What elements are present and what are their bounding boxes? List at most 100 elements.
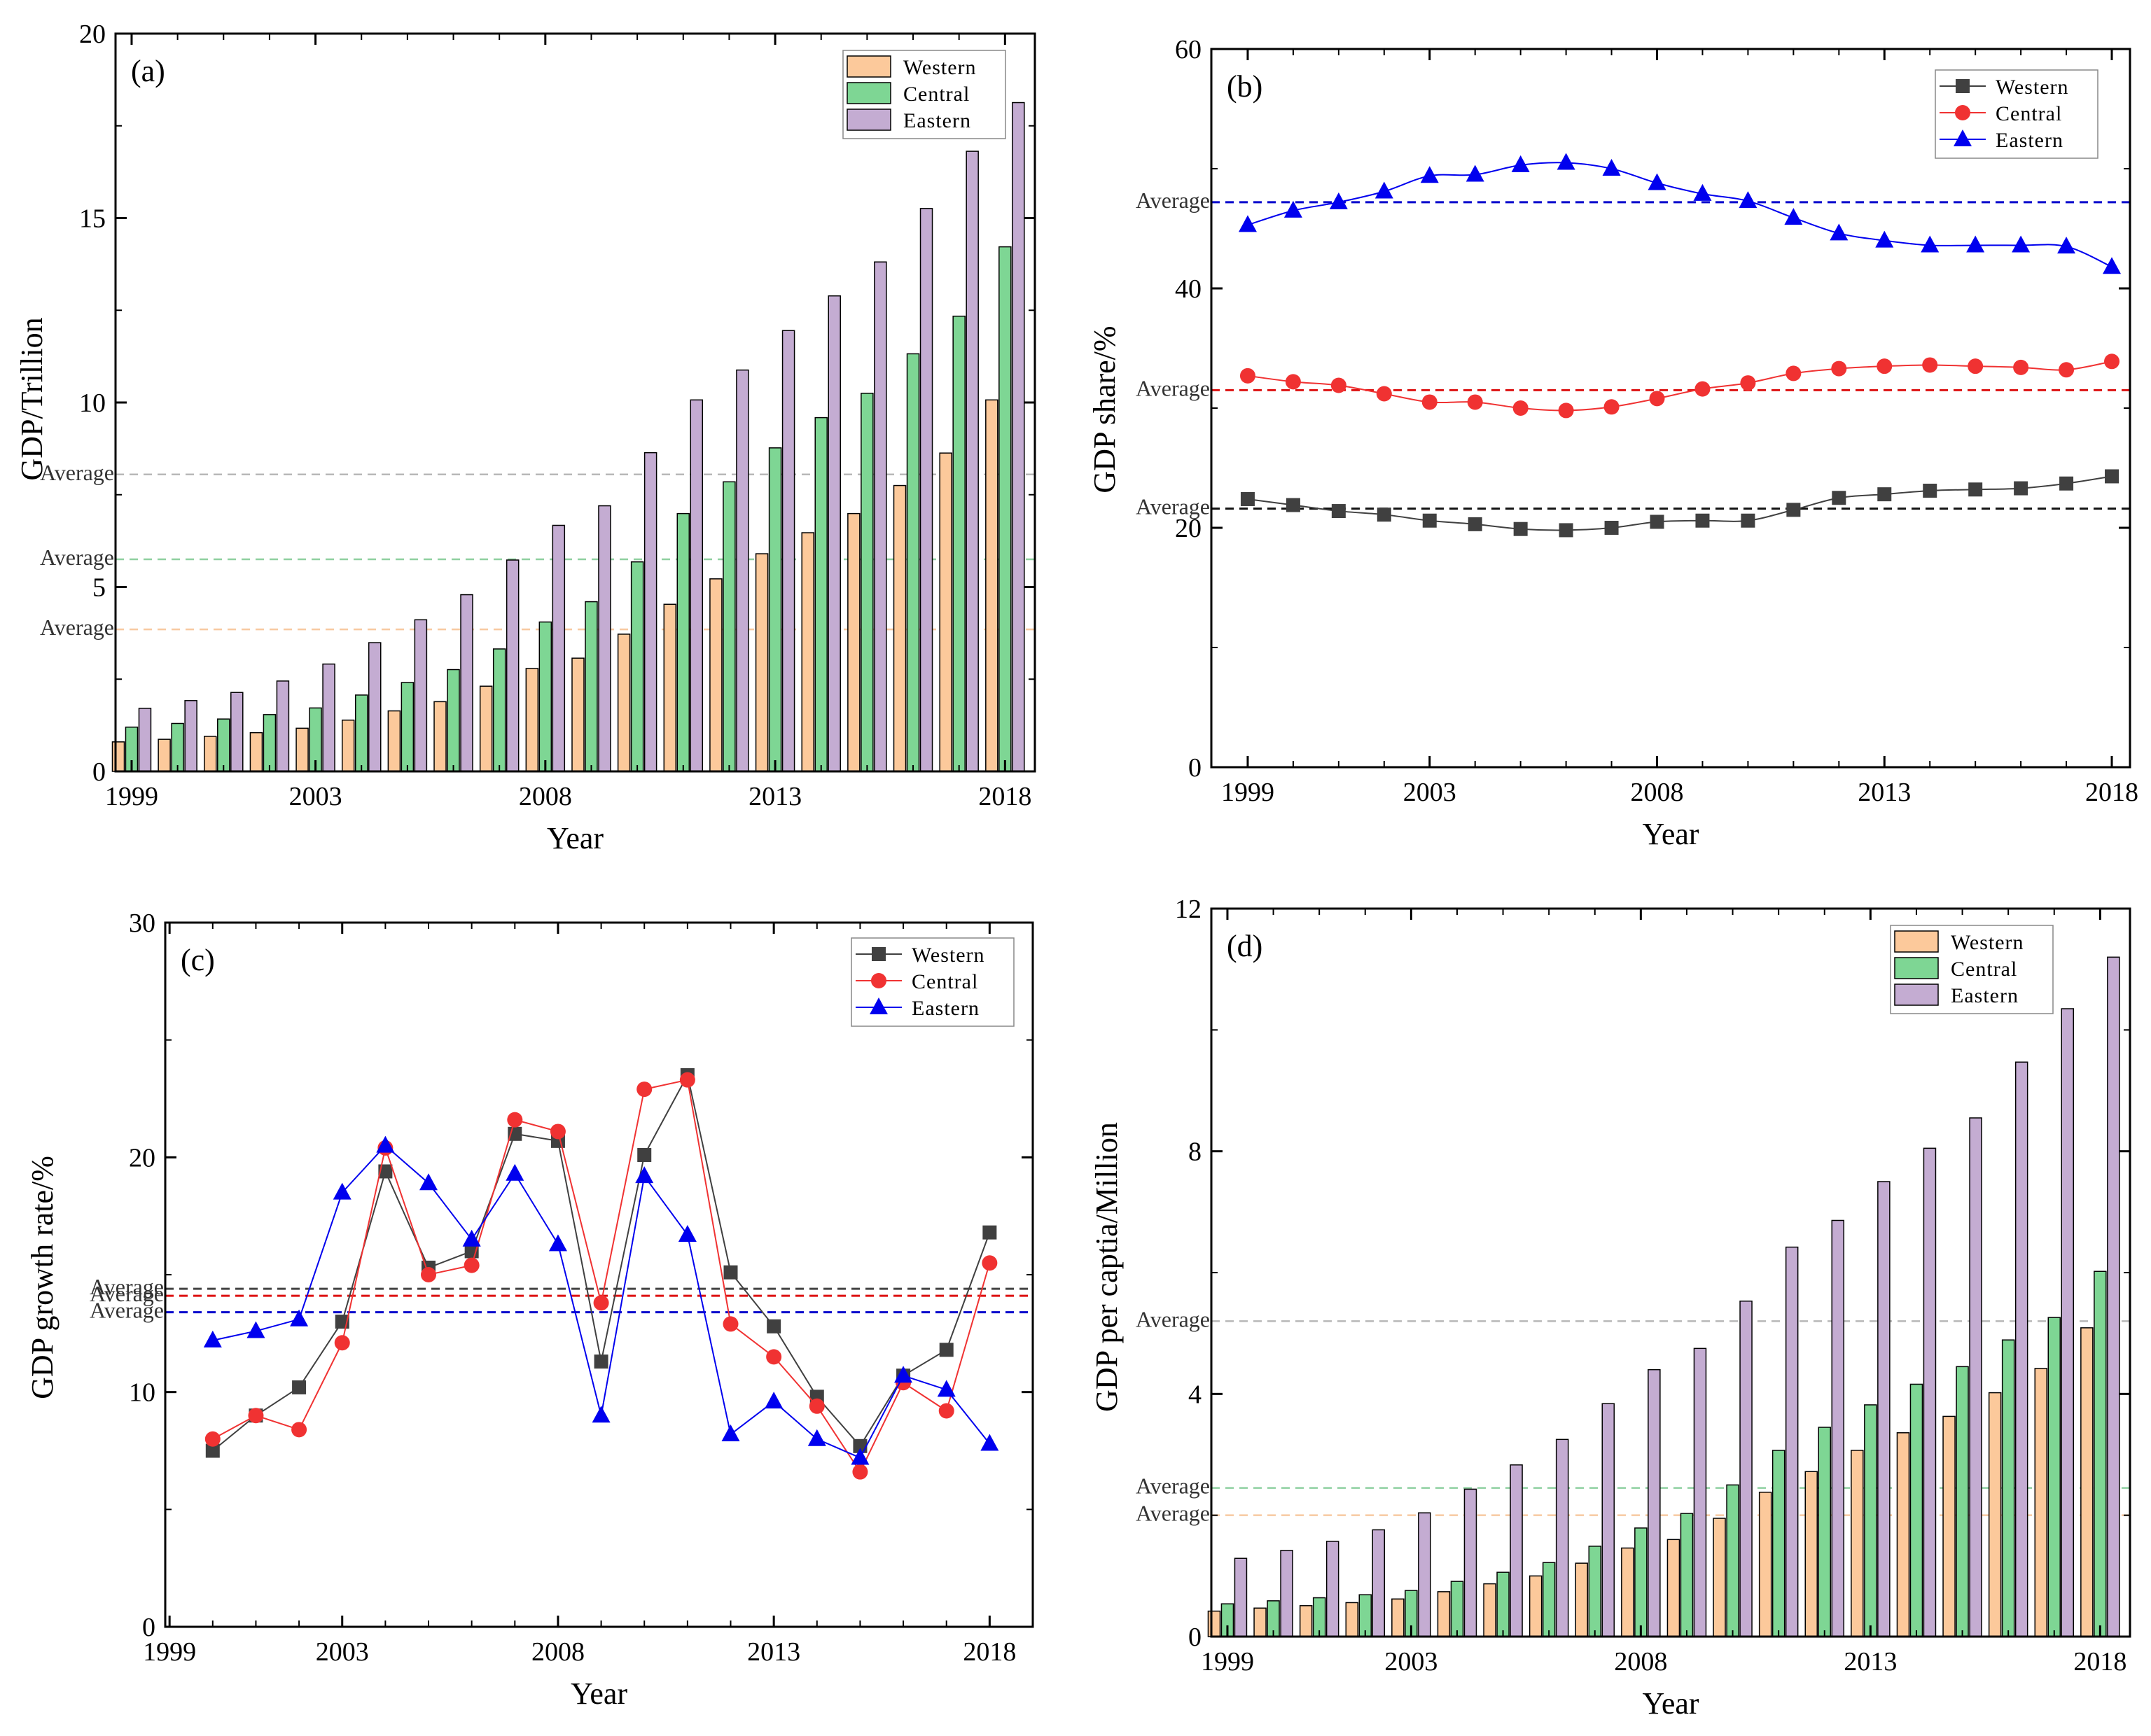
bar-central (676, 512, 690, 772)
bar-western (985, 399, 998, 772)
bar-central (1588, 1546, 1602, 1637)
x-tick-label: 1999 (143, 1637, 196, 1667)
data-point-central (1831, 360, 1847, 377)
x-tick-label: 2008 (1614, 1647, 1667, 1676)
data-point-eastern (894, 1366, 913, 1383)
data-point-central (1330, 377, 1346, 393)
legend-label-eastern: Eastern (912, 997, 980, 1020)
bar-western (1299, 1605, 1313, 1637)
x-tick-label: 2003 (289, 782, 342, 811)
average-label: Average (1136, 494, 1210, 519)
data-point-western (1695, 513, 1710, 528)
data-point-eastern (1329, 192, 1348, 209)
bar-eastern (138, 708, 152, 772)
bar-eastern (736, 369, 749, 772)
bar-eastern (690, 399, 704, 772)
data-point-central (248, 1408, 264, 1424)
x-axis-title: Year (571, 1676, 627, 1711)
data-point-eastern (1830, 223, 1849, 241)
bar-central (814, 416, 828, 772)
data-point-western (1559, 523, 1573, 538)
data-point-western (767, 1319, 781, 1334)
bar-eastern (781, 330, 795, 772)
bar-western (1621, 1547, 1634, 1637)
y-tick-label: 60 (1175, 35, 1202, 64)
bar-eastern (1418, 1512, 1431, 1637)
data-point-eastern (333, 1182, 351, 1200)
average-label: Average (90, 1274, 164, 1299)
bar-western (1804, 1471, 1818, 1637)
x-tick-label: 2013 (1858, 778, 1911, 807)
data-point-central (334, 1335, 350, 1351)
data-point-western (1832, 491, 1846, 505)
data-point-central (291, 1422, 307, 1438)
average-label: Average (90, 1298, 164, 1323)
bar-eastern (1601, 1403, 1615, 1637)
legend-label-western: Western (912, 944, 985, 967)
legend-marker-central (871, 973, 886, 988)
x-tick-label: 2018 (978, 782, 1031, 811)
bar-western (525, 668, 539, 772)
bar-western (617, 634, 631, 772)
data-point-central (766, 1349, 782, 1365)
data-point-central (464, 1257, 480, 1273)
data-point-central (982, 1255, 998, 1271)
y-tick-label: 40 (1175, 274, 1202, 304)
legend-swatch-central (847, 82, 891, 104)
x-tick-label: 2003 (316, 1637, 369, 1667)
bar-eastern (230, 692, 244, 772)
bar-central (2047, 1317, 2061, 1637)
bar-western (755, 553, 769, 772)
bar-eastern (414, 619, 428, 772)
y-tick-label: 0 (1188, 1623, 1202, 1652)
data-point-eastern (678, 1224, 697, 1242)
bar-central (401, 682, 415, 772)
data-point-eastern (1557, 153, 1575, 170)
data-point-western (1786, 503, 1801, 517)
bar-eastern (1510, 1464, 1523, 1637)
data-point-eastern (1739, 191, 1757, 209)
y-axis-title: GDP growth rate/% (25, 1156, 60, 1399)
data-point-central (593, 1295, 609, 1311)
x-tick-label: 2008 (531, 1637, 585, 1667)
bar-central (998, 246, 1012, 772)
bar-western (1896, 1432, 1910, 1637)
legend-label-eastern: Eastern (1951, 984, 2019, 1007)
y-tick-label: 0 (92, 757, 106, 787)
data-point-western (1968, 482, 1983, 497)
y-tick-label: 5 (92, 573, 106, 603)
data-point-central (1740, 375, 1756, 391)
bar-eastern (2014, 1061, 2028, 1637)
bar-western (1666, 1539, 1680, 1637)
bar-central (2001, 1339, 2015, 1637)
bar-western (939, 452, 952, 772)
average-label: Average (1136, 1306, 1210, 1331)
panel-label: (d) (1227, 929, 1262, 963)
bar-western (1345, 1602, 1359, 1637)
bar-western (2080, 1327, 2094, 1637)
data-point-western (1650, 514, 1664, 529)
y-tick-label: 12 (1175, 895, 1202, 924)
data-point-western (378, 1164, 393, 1179)
bar-western (571, 657, 585, 772)
legend-label-eastern: Eastern (1996, 129, 2063, 152)
bar-central (768, 447, 782, 772)
data-point-central (421, 1267, 437, 1282)
bar-central (354, 694, 368, 772)
bar-eastern (1325, 1541, 1339, 1637)
x-tick-label: 2003 (1384, 1647, 1438, 1676)
data-point-western (594, 1354, 608, 1369)
data-point-western (723, 1265, 738, 1280)
bar-western (1575, 1562, 1589, 1637)
bar-eastern (1234, 1558, 1248, 1637)
bar-central (263, 714, 277, 772)
panel-d: 0 4 8 12 1999 2003 2008 2013 2018 Year GDP per cap… (1090, 895, 2131, 1721)
data-point-central (2013, 359, 2029, 375)
panel-label: (b) (1227, 69, 1262, 104)
bar-eastern (1012, 102, 1025, 772)
bar-eastern (368, 642, 382, 772)
data-point-central (1877, 358, 1893, 374)
data-point-central (1922, 357, 1938, 373)
x-axis-title: Year (1642, 1686, 1699, 1721)
data-point-central (1968, 358, 1984, 374)
